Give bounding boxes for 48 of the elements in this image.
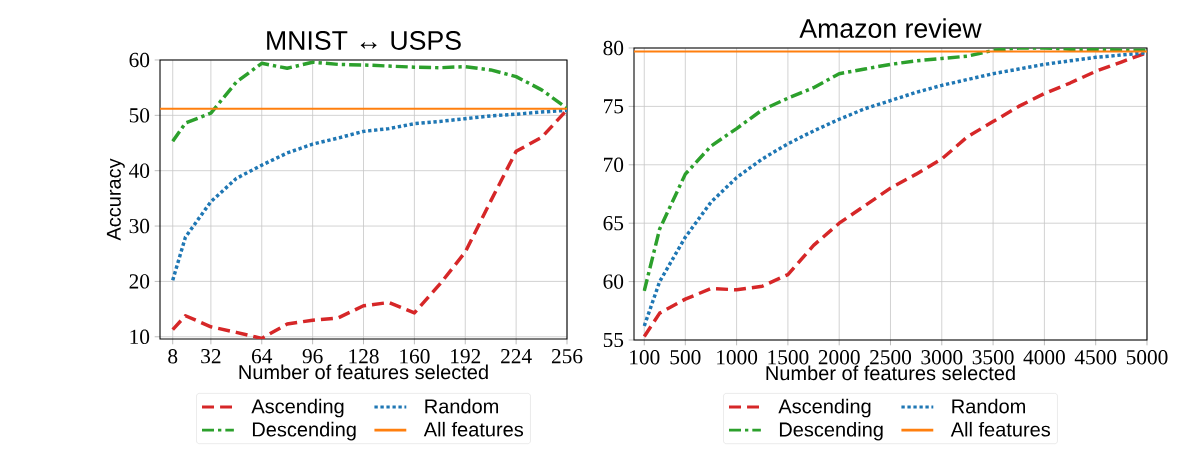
x-axis-title: Number of features selected — [239, 364, 488, 380]
y-tick-label: 20 — [129, 274, 150, 289]
y-tick-label: 65 — [603, 216, 624, 231]
y-tick-label: 30 — [129, 218, 150, 234]
y-axis-title: Accuracy — [106, 158, 125, 241]
y-tick-label: 55 — [603, 332, 624, 348]
legend-label: All features — [950, 421, 1051, 437]
x-tick-label: 5000 — [1126, 350, 1168, 365]
x-tick-label: 4500 — [1074, 350, 1117, 365]
x-tick-label: 1000 — [717, 350, 758, 365]
x-tick-label: 2000 — [818, 350, 860, 365]
x-tick-label: 3000 — [921, 350, 963, 365]
legend-label: Ascending — [778, 398, 871, 418]
legend-label: Random — [952, 398, 1025, 414]
y-tick-label: 60 — [603, 274, 624, 289]
legend-label: Ascending — [251, 398, 344, 418]
y-tick-label: 50 — [129, 108, 150, 123]
x-tick-label: 100 — [630, 350, 660, 365]
x-tick-label: 3500 — [972, 350, 1014, 365]
y-tick-label: 70 — [604, 157, 624, 172]
x-tick-label: 160 — [400, 349, 430, 364]
x-tick-label: 256 — [551, 349, 583, 364]
x-tick-label: 2500 — [870, 350, 912, 365]
x-tick-label: 1500 — [768, 350, 809, 365]
legend-label: Descending — [252, 421, 356, 441]
x-tick-label: 192 — [451, 349, 481, 364]
x-tick-label: 4000 — [1023, 350, 1065, 365]
line-series — [170, 60, 567, 144]
legend-label: All features — [423, 421, 524, 437]
chart-title: MNIST ↔ USPS — [267, 31, 461, 50]
line-series — [170, 108, 567, 283]
x-tick-label: 224 — [501, 349, 532, 364]
x-tick-label: 8 — [168, 349, 178, 364]
legend-label: Random — [425, 398, 499, 414]
x-tick-label: 32 — [201, 349, 221, 364]
x-tick-label: 128 — [349, 349, 379, 364]
y-tick-label: 40 — [129, 163, 150, 178]
legend-label: Descending — [779, 421, 883, 441]
x-axis-title: Number of features selected — [766, 365, 1015, 381]
x-tick-label: 64 — [252, 349, 273, 364]
chart-title: Amazon review — [799, 18, 982, 38]
y-tick-label: 80 — [603, 40, 624, 56]
y-tick-label: 75 — [604, 99, 624, 114]
x-tick-label: 96 — [302, 349, 323, 364]
line-series — [170, 108, 567, 339]
x-tick-label: 500 — [670, 350, 701, 365]
y-tick-label: 10 — [130, 329, 150, 344]
y-tick-label: 60 — [129, 52, 150, 68]
